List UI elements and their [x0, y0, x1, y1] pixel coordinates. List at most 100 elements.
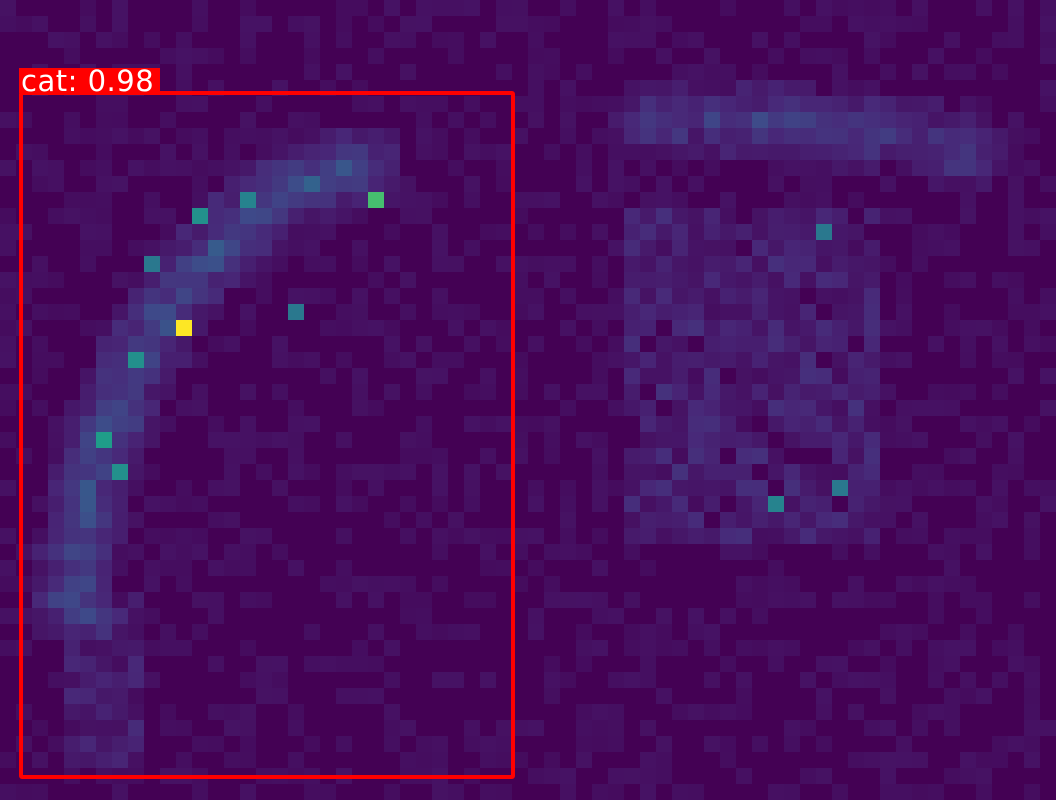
- heatmap-cell: [784, 160, 800, 176]
- heatmap-cell: [384, 672, 400, 688]
- heatmap-cell: [1040, 80, 1056, 96]
- heatmap-cell: [176, 528, 192, 544]
- heatmap-cell: [96, 640, 112, 656]
- heatmap-cell: [896, 272, 912, 288]
- heatmap-cell: [960, 688, 976, 704]
- heatmap-cell: [720, 208, 736, 224]
- heatmap-cell: [752, 272, 768, 288]
- heatmap-cell: [672, 448, 688, 464]
- heatmap-cell: [1008, 624, 1024, 640]
- heatmap-cell: [992, 736, 1008, 752]
- heatmap-cell: [704, 64, 720, 80]
- heatmap-cell: [256, 432, 272, 448]
- heatmap-cell: [912, 512, 928, 528]
- heatmap-cell: [736, 704, 752, 720]
- heatmap-cell: [752, 304, 768, 320]
- heatmap-cell: [240, 640, 256, 656]
- heatmap-cell: [272, 672, 288, 688]
- heatmap-cell: [336, 64, 352, 80]
- heatmap-cell: [720, 528, 736, 544]
- heatmap-cell: [688, 208, 704, 224]
- heatmap-cell: [864, 448, 880, 464]
- heatmap-cell: [48, 624, 64, 640]
- heatmap-cell: [224, 144, 240, 160]
- heatmap-cell: [960, 528, 976, 544]
- heatmap-cell: [176, 352, 192, 368]
- heatmap-cell: [160, 256, 176, 272]
- heatmap-cell: [928, 128, 944, 144]
- heatmap-cell: [112, 368, 128, 384]
- heatmap-cell: [80, 368, 96, 384]
- heatmap-cell: [640, 96, 656, 112]
- heatmap-cell: [528, 224, 544, 240]
- heatmap-cell: [864, 592, 880, 608]
- heatmap-cell: [768, 144, 784, 160]
- heatmap-cell: [384, 336, 400, 352]
- heatmap-cell: [352, 0, 368, 16]
- heatmap-cell: [832, 592, 848, 608]
- heatmap-cell: [800, 496, 816, 512]
- heatmap-cell: [240, 0, 256, 16]
- heatmap-cell: [672, 320, 688, 336]
- heatmap-cell: [464, 384, 480, 400]
- heatmap-cell: [832, 96, 848, 112]
- heatmap-cell: [416, 592, 432, 608]
- heatmap-cell: [672, 640, 688, 656]
- heatmap-cell: [608, 480, 624, 496]
- heatmap-cell: [80, 240, 96, 256]
- heatmap-cell: [176, 160, 192, 176]
- heatmap-cell: [736, 288, 752, 304]
- heatmap-cell: [624, 592, 640, 608]
- heatmap-cell: [176, 256, 192, 272]
- heatmap-cell: [720, 144, 736, 160]
- heatmap-cell: [96, 32, 112, 48]
- heatmap-cell: [496, 144, 512, 160]
- heatmap-cell: [608, 48, 624, 64]
- heatmap-cell: [464, 592, 480, 608]
- heatmap-cell: [320, 160, 336, 176]
- heatmap-cell: [64, 512, 80, 528]
- heatmap-cell: [224, 224, 240, 240]
- heatmap-cell: [768, 320, 784, 336]
- heatmap-cell: [928, 144, 944, 160]
- heatmap-cell: [272, 128, 288, 144]
- heatmap-cell: [96, 752, 112, 768]
- heatmap-cell: [832, 384, 848, 400]
- heatmap-cell: [624, 80, 640, 96]
- heatmap-cell: [176, 64, 192, 80]
- heatmap-cell: [944, 448, 960, 464]
- heatmap-cell: [624, 448, 640, 464]
- heatmap-cell: [304, 288, 320, 304]
- heatmap-cell: [832, 416, 848, 432]
- heatmap-cell: [608, 784, 624, 800]
- heatmap-cell: [960, 208, 976, 224]
- heatmap-cell: [0, 272, 16, 288]
- heatmap-cell: [0, 528, 16, 544]
- heatmap-cell: [256, 224, 272, 240]
- heatmap-cell: [864, 208, 880, 224]
- heatmap-cell: [624, 32, 640, 48]
- heatmap-cell: [768, 400, 784, 416]
- heatmap-cell: [768, 784, 784, 800]
- heatmap-cell: [64, 208, 80, 224]
- heatmap-cell: [608, 32, 624, 48]
- heatmap-cell: [928, 672, 944, 688]
- heatmap-cell: [704, 336, 720, 352]
- heatmap-cell: [496, 320, 512, 336]
- heatmap-cell: [512, 528, 528, 544]
- heatmap-cell: [240, 784, 256, 800]
- heatmap-cell: [400, 192, 416, 208]
- heatmap-cell: [688, 320, 704, 336]
- heatmap-cell: [96, 448, 112, 464]
- heatmap-cell: [576, 160, 592, 176]
- heatmap-cell: [656, 224, 672, 240]
- heatmap-cell: [64, 432, 80, 448]
- heatmap-cell: [1024, 544, 1040, 560]
- heatmap-cell: [848, 400, 864, 416]
- heatmap-cell: [976, 496, 992, 512]
- heatmap-cell: [688, 368, 704, 384]
- heatmap-cell: [880, 352, 896, 368]
- heatmap-cell: [784, 432, 800, 448]
- heatmap-cell: [1024, 512, 1040, 528]
- heatmap-cell: [848, 240, 864, 256]
